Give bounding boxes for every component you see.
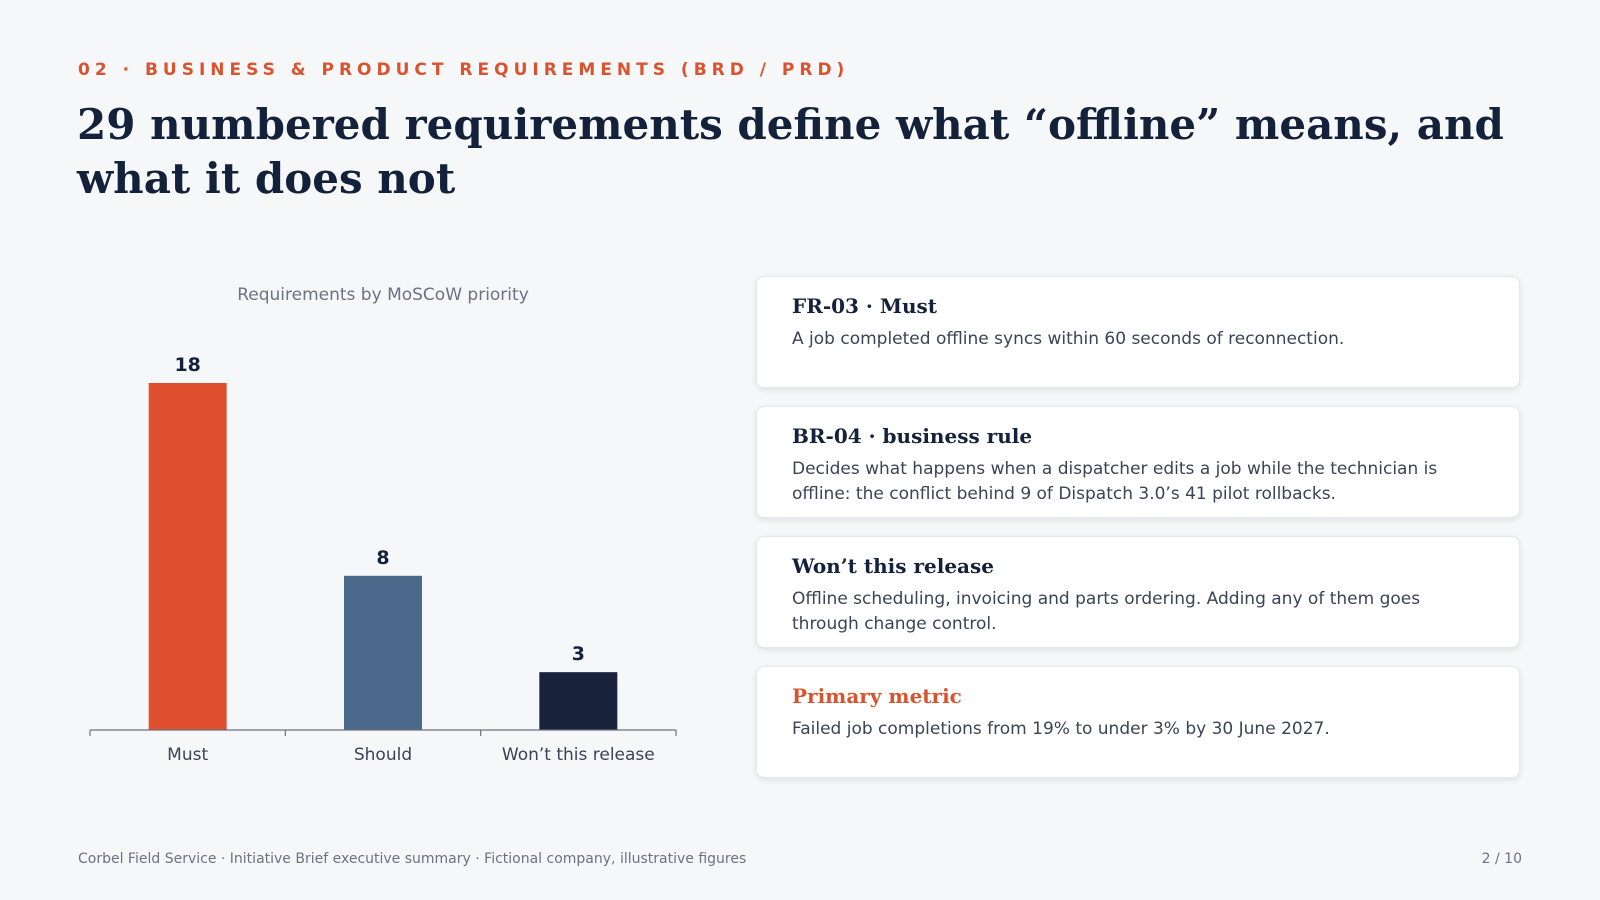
card-title: Primary metric (792, 684, 962, 708)
card-body: Decides what happens when a dispatcher e… (792, 459, 1438, 504)
card-title: FR-03 · Must (792, 294, 938, 318)
chart-title: Requirements by MoSCoW priority (237, 285, 529, 305)
card-body: A job completed offline syncs within 60 … (792, 329, 1345, 349)
card-wont-this-release: Won’t this release Offline scheduling, i… (756, 536, 1520, 648)
requirement-cards: FR-03 · Must A job completed offline syn… (756, 276, 1520, 796)
data-label: 3 (572, 643, 585, 665)
card-fr-03: FR-03 · Must A job completed offline syn… (756, 276, 1520, 388)
card-title: Won’t this release (792, 554, 995, 578)
x-tick-label: Should (354, 745, 412, 765)
card-body: Offline scheduling, invoicing and parts … (792, 589, 1421, 634)
data-label: 18 (174, 354, 200, 376)
footer-caption: Corbel Field Service · Initiative Brief … (78, 851, 747, 867)
card-br-04: BR-04 · business rule Decides what happe… (756, 406, 1520, 518)
x-tick-label: Must (167, 745, 208, 765)
bar-should (344, 575, 422, 730)
card-title: BR-04 · business rule (792, 424, 1033, 448)
bar-won-t-this-release (539, 672, 618, 730)
data-label: 8 (376, 547, 389, 569)
card-primary-metric: Primary metric Failed job completions fr… (756, 666, 1520, 778)
bar-must (148, 383, 227, 730)
section-kicker: 02 · BUSINESS & PRODUCT REQUIREMENTS (BR… (78, 60, 850, 80)
x-tick-label: Won’t this release (502, 745, 655, 765)
page-title: 29 numbered requirements define what “of… (77, 100, 1504, 203)
moscow-chart: Requirements by MoSCoW priority 18 Must 8 Sh… (60, 276, 720, 796)
card-body: Failed job completions from 19% to under… (792, 719, 1330, 739)
moscow-bar-chart: Requirements by MoSCoW priority 18 Must 8 Sh… (89, 285, 677, 765)
page-number: 2 / 10 (1481, 851, 1522, 867)
